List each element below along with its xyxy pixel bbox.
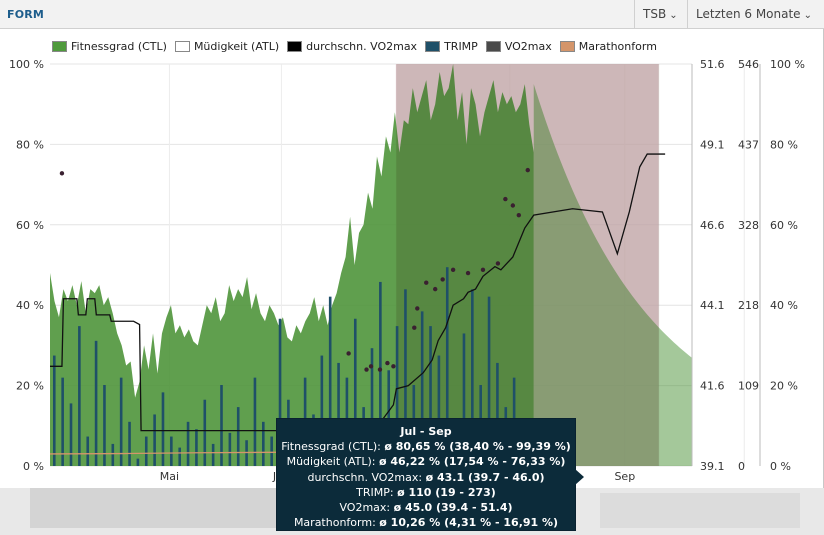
tooltip-row-value: ø 80,65 % (38,40 % - 99,39 %) bbox=[384, 440, 571, 454]
legend-item[interactable]: VO2max bbox=[485, 38, 552, 54]
tooltip-row-label: TRIMP: bbox=[356, 485, 398, 499]
legend-swatch bbox=[287, 40, 303, 52]
tooltip-row-value: ø 46,22 % (17,54 % - 76,33 %) bbox=[378, 455, 566, 469]
tooltip-row-value: ø 110 (19 - 273) bbox=[397, 485, 496, 499]
tooltip-row-label: Fitnessgrad (CTL): bbox=[281, 440, 385, 454]
tsb-dropdown[interactable]: TSB ⌄ bbox=[634, 0, 687, 28]
legend-item[interactable]: Müdigkeit (ATL) bbox=[174, 38, 280, 54]
chart-legend: Fitnessgrad (CTL) Müdigkeit (ATL) durchsch… bbox=[52, 38, 657, 54]
legend-label: durchschn. VO2max bbox=[306, 39, 418, 53]
legend-swatch bbox=[559, 40, 575, 52]
tooltip-row-value: ø 45.0 (39.4 - 51.4) bbox=[393, 501, 513, 515]
range-dropdown[interactable]: Letzten 6 Monate ⌄ bbox=[687, 0, 824, 28]
tsb-label: TSB bbox=[643, 7, 667, 21]
legend-item[interactable]: Marathonform bbox=[559, 38, 657, 54]
legend-item[interactable]: durchschn. VO2max bbox=[287, 38, 417, 54]
form-header: FORM TSB ⌄ Letzten 6 Monate ⌄ bbox=[0, 0, 824, 29]
tooltip-arrow bbox=[575, 469, 584, 485]
tooltip-row-label: durchschn. VO2max: bbox=[307, 470, 426, 484]
panel-title: FORM bbox=[7, 8, 45, 21]
legend-swatch bbox=[425, 40, 441, 52]
legend-item[interactable]: Fitnessgrad (CTL) bbox=[52, 38, 167, 54]
tooltip-title: Jul - Sep bbox=[400, 425, 452, 438]
legend-label: Müdigkeit (ATL) bbox=[193, 39, 280, 53]
tooltip-row-label: Müdigkeit (ATL): bbox=[286, 455, 379, 469]
legend-label: TRIMP bbox=[444, 39, 478, 53]
tooltip-row-value: ø 43.1 (39.7 - 46.0) bbox=[425, 470, 545, 484]
legend-swatch bbox=[174, 40, 190, 52]
tooltip-row-label: VO2max: bbox=[339, 501, 394, 515]
tooltip-row: durchschn. VO2max: ø 43.1 (39.7 - 46.0) bbox=[277, 470, 575, 485]
tooltip-row: TRIMP: ø 110 (19 - 273) bbox=[277, 485, 575, 500]
tooltip-row: Marathonform: ø 10,26 % (4,31 % - 16,91 … bbox=[277, 515, 575, 530]
chevron-down-icon: ⌄ bbox=[803, 10, 812, 21]
range-label: Letzten 6 Monate bbox=[696, 7, 801, 21]
tooltip-row-label: Marathonform: bbox=[293, 516, 380, 530]
tooltip-row: Müdigkeit (ATL): ø 46,22 % (17,54 % - 76… bbox=[277, 454, 575, 469]
tooltip-row-value: ø 10,26 % (4,31 % - 16,91 %) bbox=[379, 516, 559, 530]
legend-label: VO2max bbox=[504, 39, 552, 53]
legend-swatch bbox=[485, 40, 501, 52]
chevron-down-icon: ⌄ bbox=[669, 10, 678, 21]
tooltip: Jul - Sep Fitnessgrad (CTL): ø 80,65 % (… bbox=[276, 418, 584, 531]
legend-swatch bbox=[52, 40, 67, 52]
tooltip-row: VO2max: ø 45.0 (39.4 - 51.4) bbox=[277, 500, 575, 515]
legend-label: Marathonform bbox=[578, 39, 657, 53]
tooltip-row: Fitnessgrad (CTL): ø 80,65 % (38,40 % - … bbox=[277, 439, 575, 454]
legend-label: Fitnessgrad (CTL) bbox=[71, 39, 167, 53]
legend-item[interactable]: TRIMP bbox=[425, 38, 478, 54]
